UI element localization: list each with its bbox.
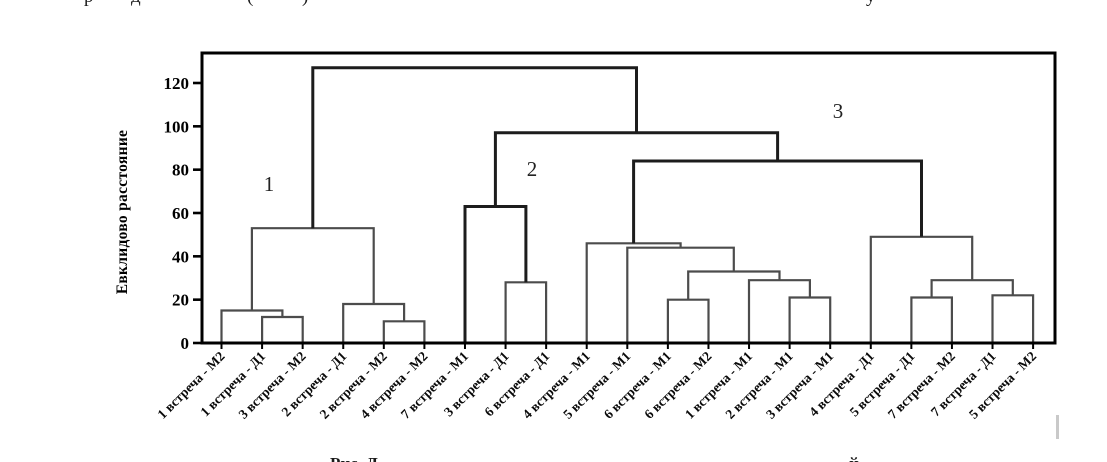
dendrogram-link (493, 131, 780, 207)
y-tick-label: 60 (172, 204, 189, 223)
text-fragment: у (866, 0, 876, 8)
dendrogram-link (504, 281, 548, 343)
clipped-text-line-top: р д () у (0, 0, 1107, 9)
text-fragment: д (131, 0, 141, 8)
dendrogram-link (342, 302, 406, 343)
y-axis-title: Евклидово расстояние (114, 130, 131, 294)
dendrogram-link (747, 279, 811, 343)
dendrogram-link (261, 315, 304, 343)
dendrogram-link (585, 242, 682, 343)
text-fragment: ) (302, 0, 308, 8)
dendrogram-link (666, 298, 710, 343)
dendrogram-link (250, 227, 375, 311)
dendrogram-link (869, 235, 974, 343)
caption-fragment: й (849, 454, 859, 462)
dendrogram-link (910, 296, 953, 343)
y-tick-label: 120 (164, 74, 190, 93)
clipped-figure-caption: Рис. Д й (0, 454, 1107, 462)
y-tick-label: 20 (172, 291, 189, 310)
y-tick-label: 80 (172, 161, 189, 180)
text-fragment: р (84, 0, 94, 8)
leaf-label: 1 встреча - М2 (154, 348, 227, 421)
dendrogram-link (220, 309, 284, 343)
dendrogram-link (687, 270, 781, 300)
y-tick-label: 100 (164, 117, 190, 136)
cluster-annotation: 3 (833, 99, 844, 123)
dendrogram-link (788, 296, 832, 343)
y-tick-label: 0 (181, 334, 190, 353)
dendrogram-link (463, 205, 528, 343)
plot-border (200, 51, 1057, 345)
y-tick-label: 40 (172, 247, 189, 266)
dendrogram-link (991, 294, 1035, 343)
cluster-annotation: 2 (527, 157, 538, 181)
text-fragment: ( (247, 0, 253, 8)
dendrogram-link (632, 159, 923, 244)
dendrogram-link (382, 320, 426, 343)
caption-fragment: Рис. Д (330, 454, 378, 462)
dendrogram-link (626, 246, 735, 343)
dendrogram-link (311, 66, 638, 229)
scrollbar-artifact (1056, 415, 1059, 439)
cluster-annotation: 1 (264, 172, 275, 196)
